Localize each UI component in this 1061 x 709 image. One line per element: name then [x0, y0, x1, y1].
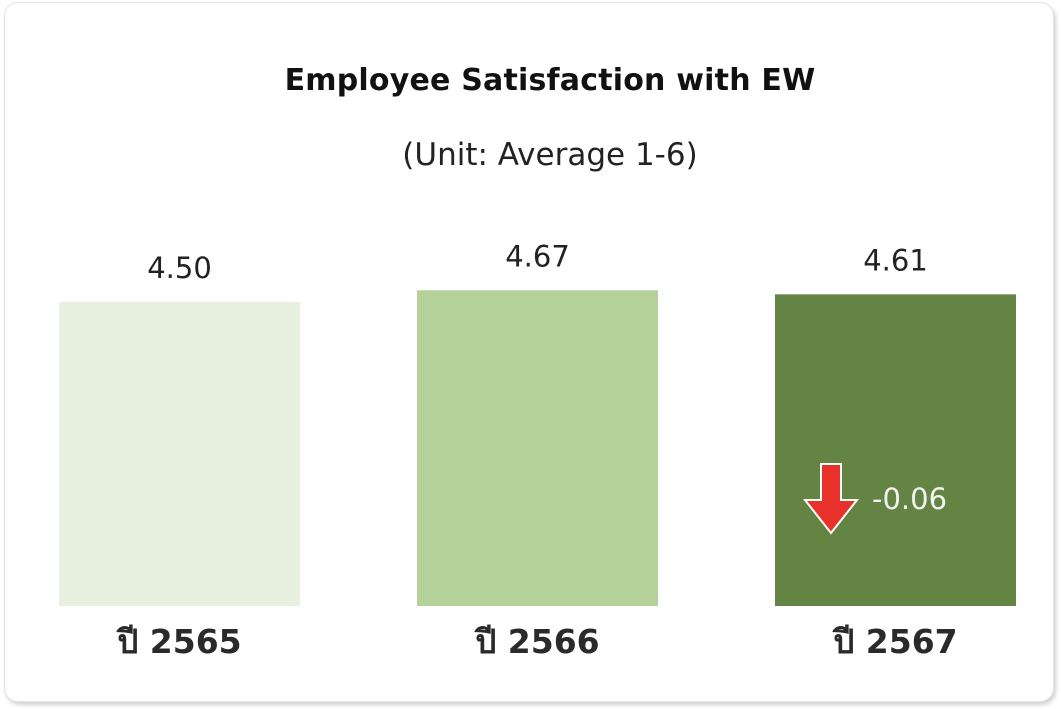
chart-title: Employee Satisfaction with EW [284, 63, 816, 98]
value-label-1: 4.50 [147, 251, 212, 285]
value-label-3: 4.61 [863, 243, 928, 277]
category-label-2: ปี 2566 [474, 622, 600, 661]
category-label-3: ปี 2567 [832, 622, 958, 661]
bar-3 [775, 294, 1016, 606]
bar-2 [417, 290, 658, 606]
bar-1 [59, 301, 300, 606]
value-label-2: 4.67 [505, 239, 570, 273]
arrow-down-icon [802, 463, 860, 535]
delta-label: -0.06 [872, 482, 947, 516]
chart-subtitle: (Unit: Average 1-6) [402, 137, 698, 173]
category-label-1: ปี 2565 [116, 622, 242, 661]
